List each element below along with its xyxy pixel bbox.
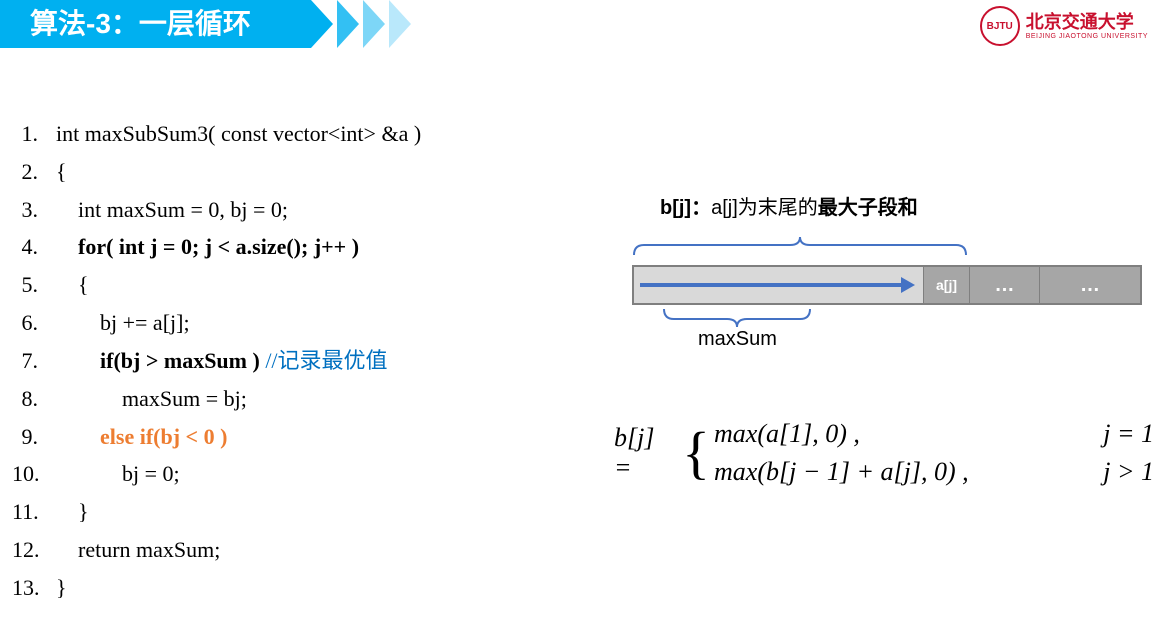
code-segment: //记录最优值 [265, 348, 387, 373]
logo-name-en: BEIJING JIAOTONG UNIVERSITY [1026, 33, 1148, 40]
code-line: 7. if(bj > maxSum ) //记录最优值 [12, 342, 572, 380]
line-number: 4. [12, 228, 56, 266]
range-arrow-icon [640, 283, 905, 287]
code-segment: else if(bj < 0 ) [100, 424, 227, 449]
case2-cond: j > 1 [1103, 453, 1154, 491]
code-line: 4. for( int j = 0; j < a.size(); j++ ) [12, 228, 572, 266]
content-area: 1.int maxSubSum3( const vector<int> &a )… [12, 115, 1154, 619]
array-segment-main [634, 267, 924, 303]
line-number: 7. [12, 342, 56, 380]
code-text: { [56, 153, 67, 191]
formula-cases: max(a[1], 0) , j = 1 max(b[j − 1] + a[j]… [714, 415, 1154, 490]
bj-definition-label: b[j]：a[j]为末尾的最大子段和 [660, 191, 918, 220]
code-segment: maxSum = bj; [122, 386, 247, 411]
case1-expr: max(a[1], 0) , [714, 415, 860, 453]
slide-title: 算法-3：一层循环 [0, 0, 311, 48]
code-segment: for( int j = 0; j < a.size(); j++ ) [78, 234, 359, 259]
logo-mark: BJTU [987, 21, 1013, 32]
array-cell-aj: a[j] [924, 267, 970, 303]
top-brace-icon [632, 237, 968, 257]
case2-expr: max(b[j − 1] + a[j], 0) , [714, 453, 969, 491]
code-line: 1.int maxSubSum3( const vector<int> &a ) [12, 115, 572, 153]
code-segment: } [78, 499, 89, 524]
code-segment: bj = 0; [122, 461, 180, 486]
array-diagram: a[j] … … maxSum [632, 265, 1142, 305]
code-segment: int maxSubSum3( const vector<int> &a ) [56, 121, 421, 146]
code-segment: { [56, 159, 67, 184]
code-text: return maxSum; [56, 531, 220, 569]
bj-prefix: b[j]： [660, 197, 711, 219]
code-line: 8. maxSum = bj; [12, 380, 572, 418]
code-segment: { [78, 272, 89, 297]
slide-header: 算法-3：一层循环 [0, 0, 411, 48]
line-number: 12. [12, 531, 56, 569]
code-line: 12. return maxSum; [12, 531, 572, 569]
code-line: 9. else if(bj < 0 ) [12, 418, 572, 456]
code-text: { [56, 266, 89, 304]
logo-text: 北京交通大学 BEIJING JIAOTONG UNIVERSITY [1026, 13, 1148, 40]
code-line: 3. int maxSum = 0, bj = 0; [12, 191, 572, 229]
logo-name-cn: 北京交通大学 [1026, 13, 1148, 31]
line-number: 3. [12, 191, 56, 229]
code-text: int maxSum = 0, bj = 0; [56, 191, 288, 229]
code-segment: if(bj > maxSum ) [100, 348, 265, 373]
case1-cond: j = 1 [1103, 415, 1154, 453]
code-segment: bj += a[j]; [100, 310, 190, 335]
code-segment: return maxSum; [78, 537, 220, 562]
bj-rest-a: a[j]为末尾的 [711, 197, 818, 219]
code-segment: int maxSum = 0, bj = 0; [78, 197, 288, 222]
code-text: maxSum = bj; [56, 380, 247, 418]
chevron-icon [363, 0, 385, 48]
line-number: 8. [12, 380, 56, 418]
line-number: 2. [12, 153, 56, 191]
code-listing: 1.int maxSubSum3( const vector<int> &a )… [12, 115, 572, 619]
line-number: 11. [12, 493, 56, 531]
chevron-icon [311, 0, 333, 48]
university-logo: BJTU 北京交通大学 BEIJING JIAOTONG UNIVERSITY [980, 6, 1148, 46]
maxsum-label: maxSum [698, 328, 777, 351]
code-text: for( int j = 0; j < a.size(); j++ ) [56, 228, 359, 266]
code-text: bj += a[j]; [56, 304, 190, 342]
left-brace-icon: { [682, 427, 710, 479]
code-text: bj = 0; [56, 455, 180, 493]
code-segment: } [56, 575, 67, 600]
code-line: 13.} [12, 569, 572, 607]
code-line: 6. bj += a[j]; [12, 304, 572, 342]
line-number: 6. [12, 304, 56, 342]
line-number: 1. [12, 115, 56, 153]
right-column: b[j]：a[j]为末尾的最大子段和 a[j] … … maxSum b[j] … [572, 115, 1154, 619]
chevron-icon [337, 0, 359, 48]
line-number: 10. [12, 455, 56, 493]
code-text: } [56, 569, 67, 607]
formula-case-2: max(b[j − 1] + a[j], 0) , j > 1 [714, 453, 1154, 491]
bj-rest-b: 最大子段和 [818, 197, 918, 219]
array-box: a[j] … … [632, 265, 1142, 305]
logo-emblem-icon: BJTU [980, 6, 1020, 46]
chevron-icon [389, 0, 411, 48]
line-number: 9. [12, 418, 56, 456]
array-ellipsis: … [1040, 267, 1140, 303]
code-line: 11. } [12, 493, 572, 531]
code-line: 10. bj = 0; [12, 455, 572, 493]
formula-case-1: max(a[1], 0) , j = 1 [714, 415, 1154, 453]
line-number: 13. [12, 569, 56, 607]
code-text: if(bj > maxSum ) //记录最优值 [56, 342, 388, 380]
array-ellipsis: … [970, 267, 1040, 303]
code-text: else if(bj < 0 ) [56, 418, 227, 456]
recurrence-formula: b[j] = { max(a[1], 0) , j = 1 max(b[j − … [614, 415, 1154, 490]
line-number: 5. [12, 266, 56, 304]
bottom-brace-icon [662, 307, 812, 327]
code-line: 5. { [12, 266, 572, 304]
code-text: int maxSubSum3( const vector<int> &a ) [56, 115, 421, 153]
code-line: 2.{ [12, 153, 572, 191]
formula-lhs: b[j] = [614, 423, 674, 483]
code-text: } [56, 493, 89, 531]
